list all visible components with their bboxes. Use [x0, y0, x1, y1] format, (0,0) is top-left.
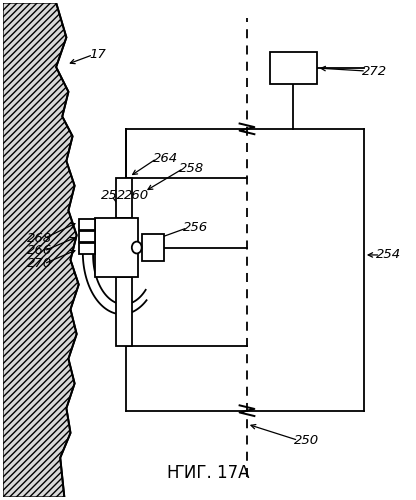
Bar — [116, 277, 132, 346]
Text: 252: 252 — [101, 189, 126, 202]
Bar — [141, 234, 164, 261]
Text: 258: 258 — [179, 162, 204, 175]
Text: 268: 268 — [27, 232, 52, 245]
Polygon shape — [3, 3, 79, 497]
Bar — [79, 243, 95, 254]
Text: 17: 17 — [89, 48, 106, 61]
Text: 256: 256 — [183, 221, 208, 234]
Circle shape — [132, 242, 142, 254]
Bar — [95, 218, 138, 277]
Bar — [270, 52, 317, 84]
Bar — [79, 231, 95, 242]
Bar — [116, 178, 132, 218]
Text: 260: 260 — [124, 189, 149, 202]
Text: 272: 272 — [362, 64, 387, 78]
Text: 254: 254 — [376, 248, 401, 262]
Text: 250: 250 — [294, 434, 319, 447]
Text: 266: 266 — [27, 244, 52, 258]
Bar — [79, 220, 95, 230]
Text: 270: 270 — [27, 258, 52, 270]
Text: ҤИГ. 17А: ҤИГ. 17А — [167, 464, 249, 481]
Text: 264: 264 — [153, 152, 178, 165]
